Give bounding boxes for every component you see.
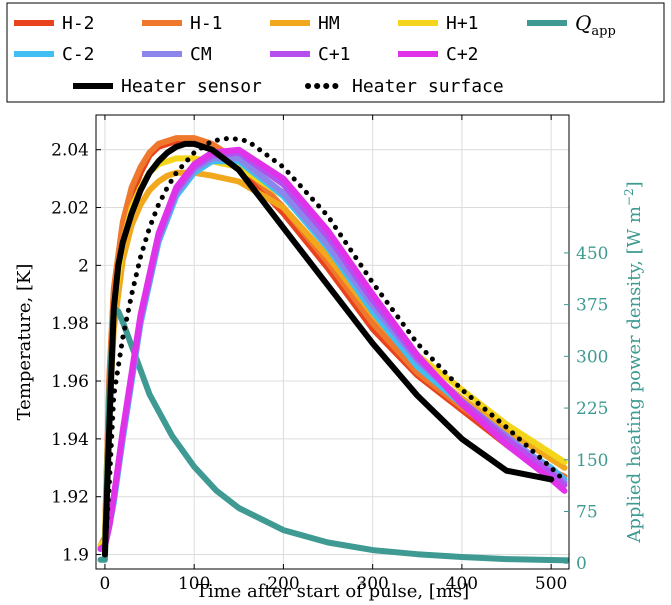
y2-axis-ticks: 0 75 150 225 300 375 450 [564,244,608,574]
x-axis-ticks: 0 100 200 300 400 500 [100,115,567,594]
series-heater-sensor [101,140,555,558]
x-tick-label: 100 [178,574,210,594]
legend-entry-q-app: Qapp [527,11,616,39]
legend-label: C+2 [446,44,479,65]
x-tick-label: 200 [267,574,299,594]
legend-label: H-1 [190,13,223,34]
y-tick-label: 2.02 [51,199,89,219]
legend-label: CM [190,44,212,65]
x-tick-label: 300 [356,574,388,594]
grid [96,115,569,569]
y2-axis-label-close: ] [624,181,645,188]
y2-tick-label: 0 [576,554,587,574]
y-tick-label: 1.92 [51,488,89,508]
legend: H-2 H-1 HM H+1 Qapp C-2 CM C+1 C+2 Heater sensor H… [6,2,665,103]
legend-label: H+1 [446,13,479,34]
series-hm [97,169,568,549]
y-tick-label: 2 [78,256,89,276]
plot-frame [95,114,570,570]
y-tick-label: 1.9 [62,546,89,566]
legend-entry-c-1: C+1 [270,44,351,65]
y-tick-label: 1.94 [51,430,89,450]
series-layer [97,135,569,564]
series-c-1 [97,149,568,552]
y-tick-label: 2.04 [51,141,89,161]
y2-axis-label-main: Applied heating power density, [W m [624,206,645,544]
legend-label: Heater surface [352,76,504,97]
legend-label: H-2 [62,13,95,34]
y2-tick-label: 375 [576,296,608,316]
legend-entry-heater-sensor: Heater sensor [73,76,262,97]
y2-tick-label: 225 [576,399,608,419]
y2-axis-label: Applied heating power density, [W m−2] [622,181,645,543]
y2-tick-label: 150 [576,451,608,471]
legend-label: C+1 [318,44,351,65]
y2-axis-label-exponent: −2 [622,188,636,206]
legend-label: Heater sensor [121,76,262,97]
plot-area: 0 100 200 300 400 500 1.9 1.92 1.94 1.96 1.98 2 2.0… [51,114,608,594]
legend-entry-h-2: H-2 [14,13,95,34]
legend-label: Qapp [575,11,616,39]
y2-tick-label: 300 [576,347,608,367]
x-tick-label: 400 [446,574,478,594]
legend-entry-c-2: C+2 [398,44,479,65]
series-heater-surface [102,135,563,557]
legend-entry-heater-surface: Heater surface [305,76,504,97]
x-tick-label: 500 [535,574,567,594]
legend-entry-cm: CM [142,44,212,65]
legend-entry-c-2: C-2 [14,44,95,65]
series-c-2 [97,146,568,552]
legend-label: C-2 [62,44,95,65]
legend-label: HM [318,13,340,34]
y2-tick-label: 75 [576,502,598,522]
legend-entry-hm: HM [270,13,340,34]
legend-entry-h-1: H+1 [398,13,479,34]
y-tick-label: 1.96 [51,372,89,392]
x-axis-label: Time after start of pulse, [ms] [196,581,469,602]
y2-tick-label: 450 [576,244,608,264]
y-axis-label: Temperature, [K] [14,264,35,421]
legend-entry-h-1: H-1 [142,13,223,34]
x-tick-label: 0 [100,574,111,594]
y-tick-label: 1.98 [51,314,89,334]
series-cm [97,155,568,552]
y-axis-ticks: 1.9 1.92 1.94 1.96 1.98 2 2.02 2.04 [51,141,101,566]
